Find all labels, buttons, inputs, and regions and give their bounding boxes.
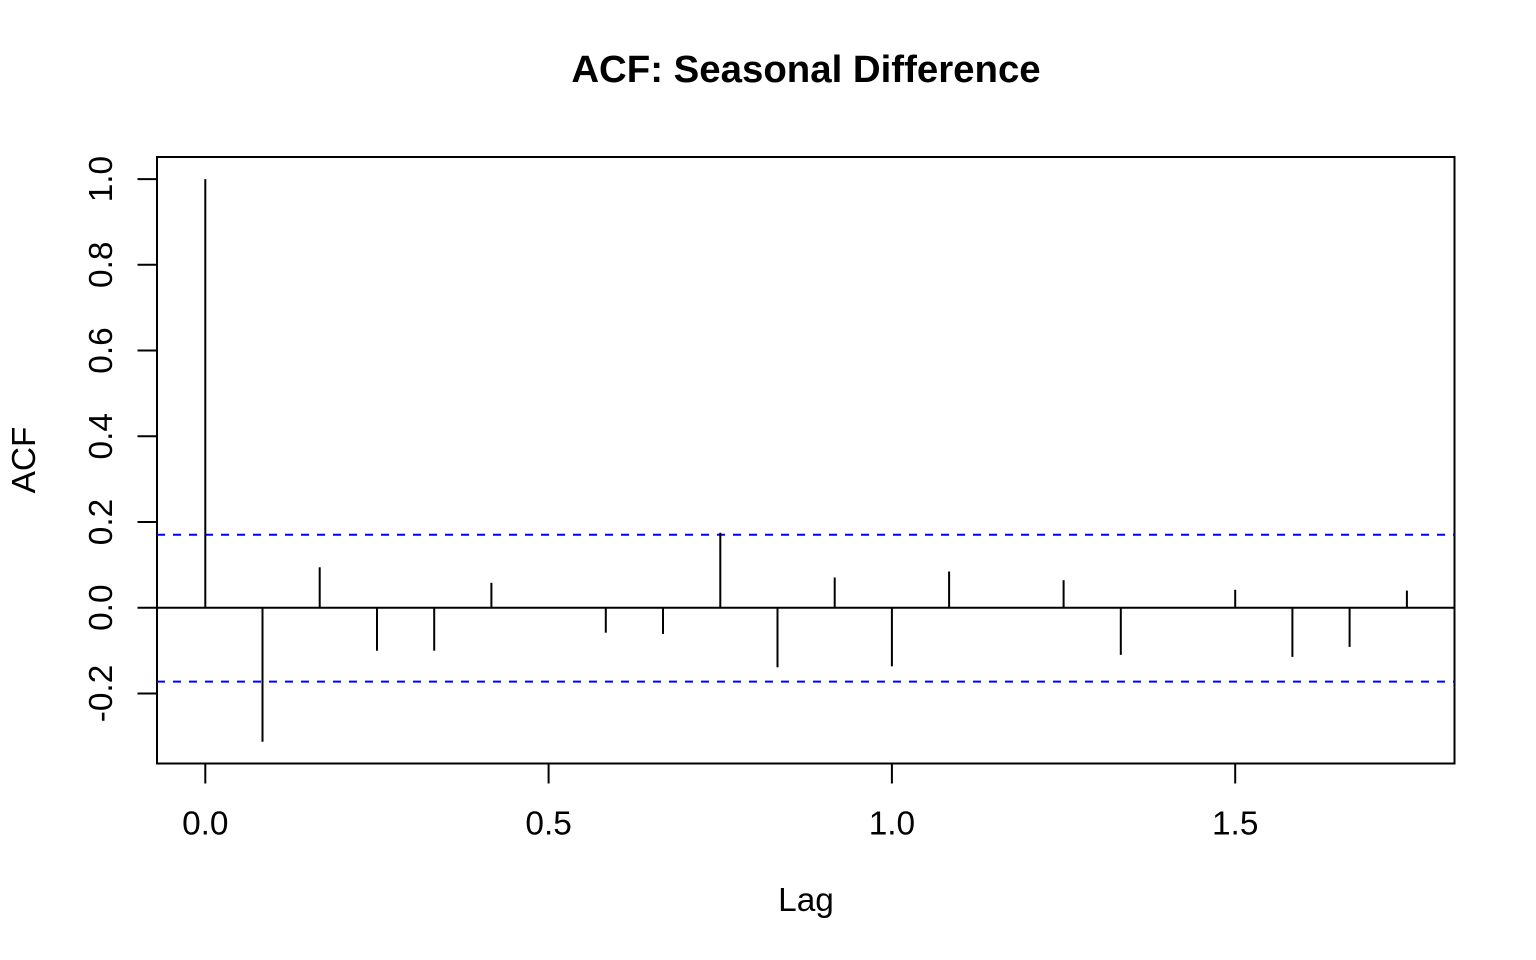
svg-text:-0.2: -0.2 xyxy=(83,665,120,723)
svg-text:0.2: 0.2 xyxy=(83,499,120,545)
svg-text:1.0: 1.0 xyxy=(869,806,915,843)
svg-text:0.8: 0.8 xyxy=(83,242,120,288)
svg-text:Lag: Lag xyxy=(778,882,834,919)
svg-text:0.4: 0.4 xyxy=(83,413,120,459)
svg-text:0.0: 0.0 xyxy=(182,806,228,843)
svg-text:0.6: 0.6 xyxy=(83,327,120,373)
svg-text:1.5: 1.5 xyxy=(1212,806,1258,843)
svg-text:ACF: Seasonal Difference: ACF: Seasonal Difference xyxy=(571,48,1040,91)
svg-text:ACF: ACF xyxy=(6,427,43,494)
svg-text:0.0: 0.0 xyxy=(83,584,120,630)
svg-text:1.0: 1.0 xyxy=(83,156,120,202)
svg-text:0.5: 0.5 xyxy=(525,806,571,843)
